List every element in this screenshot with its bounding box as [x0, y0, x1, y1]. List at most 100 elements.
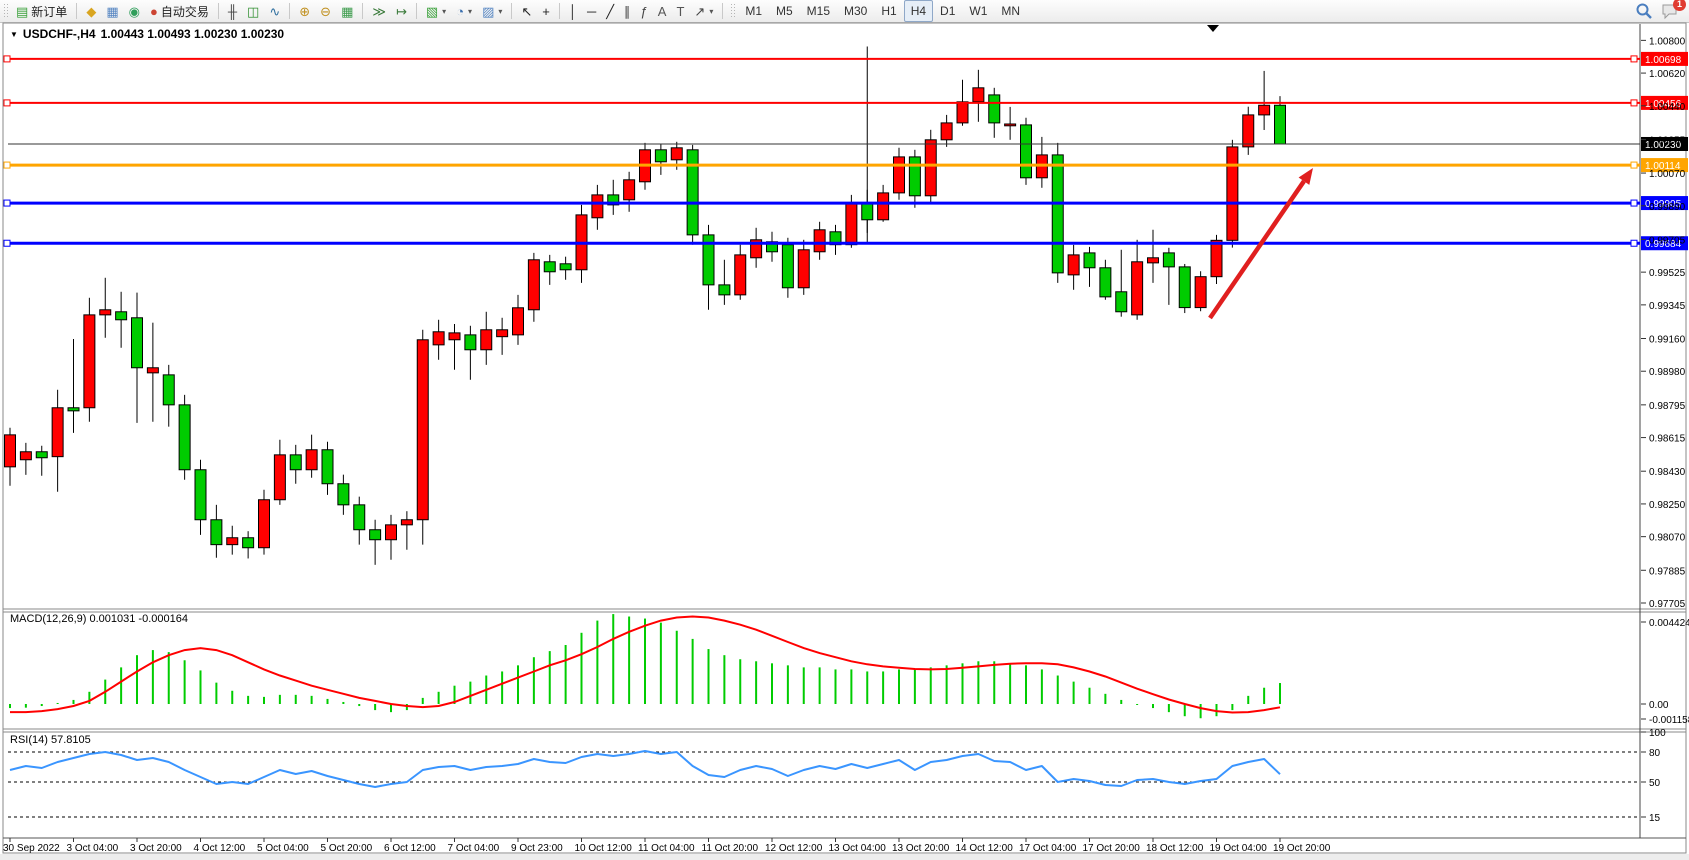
candle-body	[289, 454, 302, 471]
equidistant-channel-button[interactable]: ∥	[619, 0, 636, 22]
new-chart-button[interactable]: ▧ ▾	[421, 0, 451, 22]
candle-body	[4, 434, 16, 468]
periods-icon: ◔	[456, 3, 465, 19]
candle-body	[1004, 123, 1017, 127]
time-tick-label: 30 Sep 2022	[3, 843, 60, 854]
timeframe-m15[interactable]: M15	[806, 4, 831, 18]
candle-body	[861, 202, 874, 221]
chart-shift-button[interactable]: ↦	[391, 0, 412, 22]
price-tick-label: 0.99525	[1649, 268, 1686, 279]
price-tick-label: 0.98430	[1649, 467, 1686, 478]
candle-body	[623, 179, 636, 201]
line-anchor-left[interactable]	[3, 239, 11, 247]
horizontal-line-button[interactable]: ─	[582, 0, 601, 22]
text-button[interactable]: A	[653, 0, 672, 22]
line-anchor-right[interactable]	[1630, 239, 1638, 247]
chart-collapse-icon[interactable]: ▼	[10, 29, 18, 39]
candle-body	[1162, 252, 1175, 268]
chevron-down-icon: ▾	[468, 6, 473, 16]
signals-button[interactable]: ◉	[124, 0, 145, 22]
price-tick-label: 0.99890	[1649, 202, 1686, 213]
candle-body	[51, 407, 64, 458]
macd-histogram-bar	[136, 655, 138, 704]
line-anchor-right[interactable]	[1630, 161, 1638, 169]
candle-body	[559, 263, 572, 271]
line-anchor-right[interactable]	[1630, 99, 1638, 107]
hline-support-2[interactable]: 0.99684	[3, 236, 1688, 251]
candle-body	[146, 367, 159, 374]
trendline-button[interactable]: ╱	[601, 0, 619, 22]
time-tick-label: 19 Oct 04:00	[1210, 843, 1268, 854]
chart-title: ▼ USDCHF-,H4 1.00443 1.00493 1.00230 1.0…	[10, 27, 284, 41]
price-tick-label: 0.98980	[1649, 367, 1686, 378]
timeframe-h4[interactable]: H4	[903, 0, 934, 22]
timeframe-mn[interactable]: MN	[1001, 4, 1021, 18]
candle-body	[400, 519, 413, 526]
line-anchor-left[interactable]	[3, 55, 11, 63]
time-tick-label: 7 Oct 04:00	[448, 843, 500, 854]
line-price-label	[1641, 196, 1688, 211]
line-anchor-right[interactable]	[1630, 199, 1638, 207]
cursor-button[interactable]: ↖	[516, 0, 537, 22]
auto-scroll-button[interactable]: ≫	[367, 0, 391, 22]
periods-button[interactable]: ◔ ▾	[451, 0, 477, 22]
candle-body	[654, 149, 667, 163]
autotrading-button[interactable]: ● 自动交易	[145, 0, 214, 22]
time-tick-label: 10 Oct 12:00	[575, 843, 633, 854]
line-chart-button[interactable]: ∿	[264, 0, 285, 22]
bar-chart-button[interactable]: ╫	[223, 0, 242, 22]
fibonacci-button[interactable]: ƒ	[636, 0, 653, 22]
line-anchor-left[interactable]	[3, 99, 11, 107]
timeframe-h1[interactable]: H1	[881, 4, 897, 18]
chart-shift-marker	[1207, 25, 1219, 32]
candlestick-chart-button[interactable]: ◫	[242, 0, 264, 22]
new-order-button[interactable]: ▤ 新订单	[11, 0, 72, 22]
candle-body	[781, 244, 794, 289]
hline-resistance-1[interactable]: 1.00698	[3, 51, 1688, 66]
time-tick-label: 12 Oct 12:00	[765, 843, 823, 854]
trend-arrow[interactable]	[1208, 168, 1313, 320]
candle-body	[432, 331, 445, 346]
arrows-button[interactable]: ↗ ▾	[689, 0, 718, 22]
zoom-out-button[interactable]: ⊖	[315, 0, 336, 22]
macd-histogram-bar	[120, 667, 123, 704]
zoom-in-button[interactable]: ⊕	[294, 0, 315, 22]
hline-pivot[interactable]: 1.00114	[3, 158, 1688, 173]
timeframe-m5[interactable]: M5	[776, 4, 793, 18]
vertical-line-button[interactable]: │	[564, 0, 582, 22]
price-tick-label: 0.99705	[1649, 235, 1686, 246]
line-anchor-right[interactable]	[1630, 55, 1638, 63]
trendline-icon: ╱	[606, 3, 615, 19]
candle-body	[1274, 104, 1286, 145]
hline-resistance-2[interactable]: 1.00456	[3, 95, 1688, 110]
line-anchor-left[interactable]	[3, 161, 11, 169]
price-tick-label: 0.98795	[1649, 401, 1686, 412]
timeframe-w1[interactable]: W1	[969, 4, 988, 18]
timeframe-m1[interactable]: M1	[745, 4, 762, 18]
line-anchor-left[interactable]	[3, 199, 11, 207]
line-price-label-text: 0.99684	[1645, 239, 1682, 250]
hline-support-1[interactable]: 0.99905	[3, 196, 1688, 211]
tile-windows-button[interactable]: ▦	[336, 0, 358, 22]
search-icon[interactable]	[1635, 2, 1653, 20]
vertical-line-icon: │	[568, 3, 577, 19]
time-tick-label: 19 Oct 20:00	[1273, 843, 1331, 854]
candle-body	[512, 307, 524, 336]
time-tick-label: 5 Oct 20:00	[321, 843, 373, 854]
signals-icon: ◉	[128, 3, 140, 19]
crosshair-button[interactable]: +	[537, 0, 555, 22]
data-window-button[interactable]: ▦	[101, 0, 123, 22]
chat-icon[interactable]: 1	[1661, 0, 1686, 20]
autotrading-button-label: 自动交易	[160, 4, 209, 19]
price-tick-label: 0.97705	[1649, 599, 1686, 610]
market-watch-button[interactable]: ◆	[81, 0, 101, 22]
templates-button[interactable]: ▨ ▾	[477, 0, 507, 22]
candle-body	[19, 451, 32, 461]
timeframe-m30[interactable]: M30	[844, 4, 868, 18]
macd-histogram-bar	[1183, 704, 1186, 717]
candle-body	[337, 483, 350, 506]
text-label-button[interactable]: T	[671, 0, 689, 22]
toolbar-separator	[511, 3, 513, 19]
timeframe-d1[interactable]: D1	[940, 4, 956, 18]
